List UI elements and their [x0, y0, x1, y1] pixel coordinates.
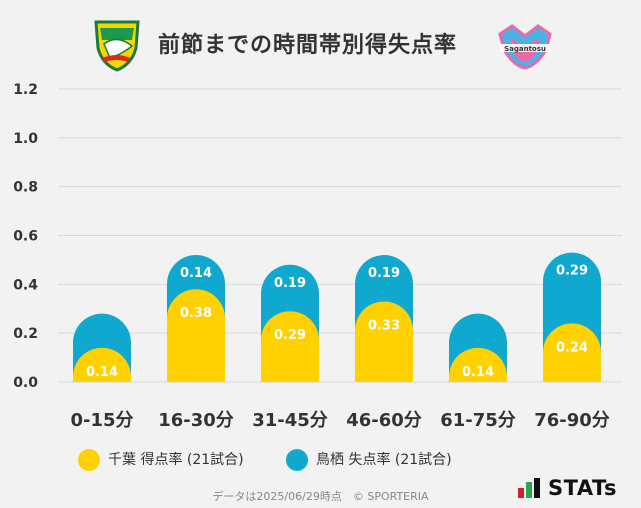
- x-category-label: 46-60分: [346, 410, 422, 431]
- chart-header: 前節までの時間帯別得失点率 Sagantosu: [0, 10, 641, 72]
- data-label-conceded: 0.19: [368, 266, 400, 281]
- y-tick-label: 0.8: [13, 180, 38, 196]
- data-label-scored: 0.14: [462, 365, 494, 380]
- y-tick-label: 0.4: [13, 277, 38, 293]
- bar-scored: [261, 311, 319, 382]
- data-label-scored: 0.14: [86, 365, 118, 380]
- footer-credit: データは2025/06/29時点 © SPORTERIA: [212, 490, 429, 503]
- sagan-tosu-logo: Sagantosu: [498, 24, 552, 70]
- bar-scored: [73, 347, 131, 382]
- y-tick-label: 1.0: [13, 131, 38, 147]
- jef-united-logo: [94, 20, 140, 72]
- y-tick-label: 1.2: [13, 82, 38, 98]
- legend-swatch-conceded: [286, 449, 308, 471]
- stacked-bar-chart: 0.0 0.2 0.4 0.6 0.8 1.0 1.2 0.14 0-15分 0.38 0.14 16…: [13, 82, 622, 431]
- bar-scored: [543, 323, 601, 382]
- legend-label-scored: 千葉 得点率 (21試合): [108, 452, 244, 468]
- bar-scored: [355, 301, 413, 382]
- bar-scored: [449, 347, 507, 382]
- x-category-label: 61-75分: [440, 410, 516, 431]
- data-label-conceded: 0.14: [180, 266, 212, 281]
- stats-brand: STATs: [518, 476, 636, 500]
- stats-bars-icon: [518, 478, 540, 498]
- data-label-conceded: 0.19: [274, 276, 306, 291]
- y-tick-label: 0.0: [13, 375, 38, 391]
- x-category-label: 16-30分: [158, 410, 234, 431]
- bar-scored: [167, 289, 225, 382]
- legend-label-conceded: 鳥栖 失点率 (21試合): [316, 452, 452, 468]
- legend-swatch-scored: [78, 449, 100, 471]
- data-label-conceded: 0.29: [556, 264, 588, 279]
- data-label-scored: 0.29: [274, 328, 306, 343]
- data-label-scored: 0.38: [180, 306, 212, 321]
- chart-title: 前節までの時間帯別得失点率: [158, 33, 458, 58]
- y-tick-label: 0.2: [13, 326, 38, 342]
- y-tick-label: 0.6: [13, 229, 38, 245]
- x-category-label: 31-45分: [252, 410, 328, 431]
- data-label-scored: 0.33: [368, 318, 400, 333]
- data-label-scored: 0.24: [556, 340, 588, 355]
- stats-brand-text: STATs: [548, 476, 617, 500]
- x-category-label: 0-15分: [70, 410, 133, 431]
- sagan-tosu-logo-text: Sagantosu: [504, 45, 546, 53]
- x-category-label: 76-90分: [534, 410, 610, 431]
